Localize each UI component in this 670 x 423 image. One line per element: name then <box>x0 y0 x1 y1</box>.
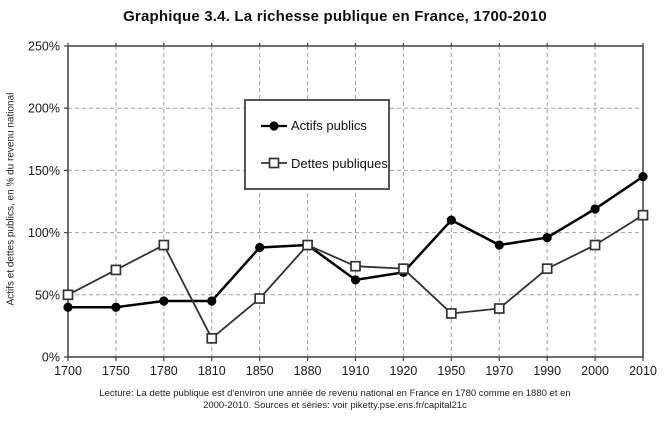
dettes-point <box>254 293 266 304</box>
dettes-point <box>110 264 122 276</box>
footer-note-line2: 2000-2010. Sources et séries: voir piket… <box>203 400 467 411</box>
y-tick-label: 250% <box>28 40 60 54</box>
x-tick-label: 1750 <box>102 364 130 378</box>
actifs-point <box>111 302 121 312</box>
legend-label-actifs: Actifs publics <box>291 118 367 134</box>
footer-note-line1: Lecture: La dette publique est d'environ… <box>99 388 571 399</box>
dettes-point <box>445 308 457 319</box>
y-tick-label: 150% <box>28 164 60 178</box>
y-tick-label: 200% <box>28 102 60 116</box>
legend: Actifs publics Dettes publiques <box>244 99 390 190</box>
dettes-point <box>158 239 170 251</box>
actifs-point <box>638 172 648 182</box>
actifs-point <box>207 296 217 306</box>
x-tick-label: 1700 <box>54 364 82 378</box>
actifs-point <box>63 302 73 312</box>
x-tick-label: 1810 <box>198 364 226 378</box>
x-tick-label: 1920 <box>390 364 418 378</box>
x-tick-label: 1910 <box>342 364 370 378</box>
actifs-point <box>590 204 600 214</box>
y-tick-label: 100% <box>28 226 60 240</box>
dettes-point <box>350 260 361 272</box>
dettes-point <box>589 239 601 251</box>
actifs-point <box>350 275 361 285</box>
x-tick-label: 1780 <box>150 364 178 378</box>
chart-title: Graphique 3.4. La richesse publique en F… <box>123 8 547 25</box>
actifs-point <box>159 296 169 306</box>
dettes-point <box>493 303 505 314</box>
y-tick-label: 0% <box>42 351 60 365</box>
x-tick-label: 2010 <box>629 364 657 378</box>
filled-circle-marker-icon <box>261 121 287 131</box>
actifs-point <box>542 232 552 243</box>
dettes-point <box>398 263 409 275</box>
legend-row-dettes: Dettes publiques <box>260 156 388 171</box>
y-tick-label: 50% <box>35 288 60 302</box>
actifs-point <box>494 240 504 250</box>
x-tick-label: 2000 <box>581 364 609 378</box>
dettes-point <box>206 332 218 344</box>
dettes-point <box>302 239 313 251</box>
dettes-point <box>541 263 553 275</box>
legend-row-actifs: Actifs publics <box>260 118 388 133</box>
x-tick-label: 1970 <box>485 364 513 378</box>
dettes-point <box>637 209 649 221</box>
x-tick-label: 1990 <box>533 364 561 378</box>
x-tick-label: 1850 <box>246 364 274 378</box>
actifs-point <box>255 242 265 253</box>
x-tick-label: 1880 <box>294 364 322 378</box>
actifs-point <box>446 215 456 225</box>
x-tick-label: 1950 <box>437 364 465 378</box>
dettes-point <box>62 289 74 301</box>
legend-label-dettes: Dettes publiques <box>291 155 388 171</box>
open-square-marker-icon <box>261 157 287 169</box>
